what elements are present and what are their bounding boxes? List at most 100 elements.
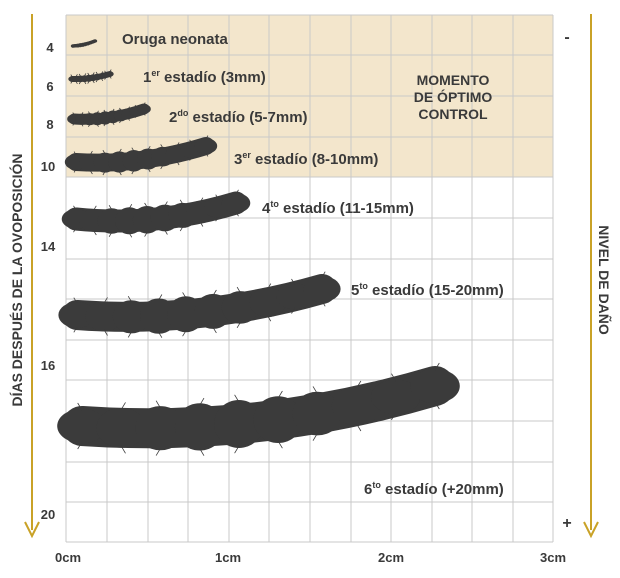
caterpillar	[61, 189, 251, 238]
caterpillar-bristle	[93, 205, 97, 211]
x-tick: 1cm	[215, 550, 241, 565]
caterpillar-segment	[137, 104, 151, 114]
caterpillar-bristle	[70, 74, 73, 77]
caterpillar-bristle	[155, 400, 161, 409]
day-ticks: 4 6 8 10 14 16 20	[41, 40, 56, 522]
caterpillar	[68, 69, 114, 85]
caterpillar-bristle	[234, 394, 240, 403]
caterpillar-bristle	[109, 69, 112, 72]
left-axis-arrow	[24, 14, 40, 539]
caterpillar-bristle	[118, 171, 122, 176]
caterpillar-segment	[331, 386, 382, 426]
caterpillar-segment	[292, 391, 343, 436]
caterpillar-segment	[106, 71, 114, 77]
caterpillar-bristle	[108, 232, 112, 238]
caterpillar	[67, 102, 151, 128]
caterpillar-bristle	[73, 205, 77, 211]
y-axis-title: DÍAS DESPUÉS DE LA OVOPOSICIÓN	[8, 153, 25, 406]
caterpillar-bristle	[101, 71, 104, 74]
caterpillar-bristle	[109, 76, 112, 79]
caterpillar-bristle	[234, 445, 240, 454]
caterpillar-bristle	[103, 109, 106, 113]
caterpillar-bristle	[120, 445, 126, 454]
stage-label-6: 6to estadío (+20mm)	[364, 480, 504, 498]
caterpillar-bristle	[118, 148, 122, 153]
caterpillar-bristle	[199, 448, 205, 456]
caterpillar-segment	[92, 39, 98, 43]
caterpillar-segment	[57, 408, 107, 444]
stage-label-1: 1er estadío (3mm)	[143, 68, 266, 86]
caterpillar-bristle	[78, 73, 81, 77]
caterpillar-bristle	[291, 307, 296, 314]
caterpillar-bristle	[291, 278, 296, 285]
caterpillar-bristle	[131, 147, 135, 152]
stage-label-2: 2do estadío (5-7mm)	[169, 108, 308, 126]
caterpillar-segment	[371, 379, 421, 415]
caterpillar-bristle	[77, 402, 83, 411]
caterpillar-bristle	[128, 118, 130, 121]
caterpillar-bristle	[236, 286, 241, 293]
caterpillar-bristle	[104, 70, 107, 74]
caterpillar-bristle	[120, 402, 126, 410]
caterpillar-segment	[221, 193, 251, 213]
caterpillar-bristle	[391, 412, 397, 421]
caterpillar-bristle	[134, 104, 137, 108]
caterpillar-segment	[174, 403, 225, 451]
stage-labels: Oruga neonata 1er estadío (3mm) 2do esta…	[122, 31, 504, 498]
caterpillar-bristle	[96, 110, 99, 114]
right-axis-title: NIVEL DE DAÑO	[596, 225, 613, 335]
caterpillar-bristle	[127, 295, 132, 302]
caterpillar-bristle	[200, 197, 204, 203]
caterpillar-bristle	[101, 78, 104, 82]
caterpillar-bristle	[92, 72, 95, 75]
damage-low-symbol: -	[564, 29, 569, 46]
x-tick: 0cm	[55, 550, 81, 565]
caterpillar-bristle	[236, 322, 241, 329]
caterpillar-bristle	[78, 81, 81, 85]
caterpillar-bristle	[73, 151, 77, 156]
x-tick: 3cm	[540, 550, 566, 565]
caterpillar-bristle	[95, 79, 98, 83]
caterpillar-segment	[85, 301, 123, 332]
optimal-control-label: MOMENTO DE ÓPTIMO CONTROL	[414, 72, 493, 122]
caterpillar-bristle	[158, 294, 163, 301]
caterpillar-segment	[194, 293, 232, 329]
day-tick: 10	[41, 159, 55, 174]
caterpillar-bristle	[164, 230, 168, 235]
caterpillar-bristle	[95, 71, 98, 75]
caterpillar-bristle	[267, 283, 272, 290]
caterpillar-bristle	[93, 230, 97, 236]
optimal-control-line: MOMENTO	[417, 72, 490, 88]
caterpillar-bristle	[182, 330, 187, 337]
caterpillar-bristle	[155, 448, 161, 456]
caterpillar-bristle	[147, 145, 151, 150]
day-tick: 16	[41, 358, 55, 373]
caterpillar-bristle	[72, 112, 75, 115]
caterpillar-bristle	[103, 297, 108, 304]
caterpillar-bristle	[212, 327, 217, 334]
caterpillar-bristle	[87, 81, 90, 84]
caterpillar	[64, 135, 218, 176]
day-tick: 6	[46, 79, 53, 94]
caterpillar-bristle	[87, 72, 90, 76]
caterpillar-bristle	[81, 124, 84, 127]
caterpillar-bristle	[112, 108, 115, 112]
caterpillar-segment	[140, 298, 178, 334]
caterpillar-bristle	[103, 329, 108, 336]
caterpillar-bristle	[103, 123, 106, 127]
caterpillar-bristle	[75, 81, 78, 85]
caterpillar-bristle	[434, 401, 440, 410]
caterpillar-bristle	[160, 144, 164, 148]
caterpillar-bristle	[182, 292, 187, 299]
caterpillar-bristle	[158, 332, 163, 338]
caterpillar-segment	[303, 276, 341, 302]
caterpillar-bristle	[84, 81, 87, 85]
caterpillar-bristle	[108, 204, 112, 210]
optimal-control-line: DE ÓPTIMO	[414, 88, 493, 105]
caterpillar-bristle	[179, 199, 184, 205]
caterpillar-bristle	[75, 74, 78, 77]
caterpillar-bristle	[88, 124, 90, 128]
caterpillar-segment	[96, 408, 146, 448]
caterpillar-bristle	[119, 107, 122, 111]
